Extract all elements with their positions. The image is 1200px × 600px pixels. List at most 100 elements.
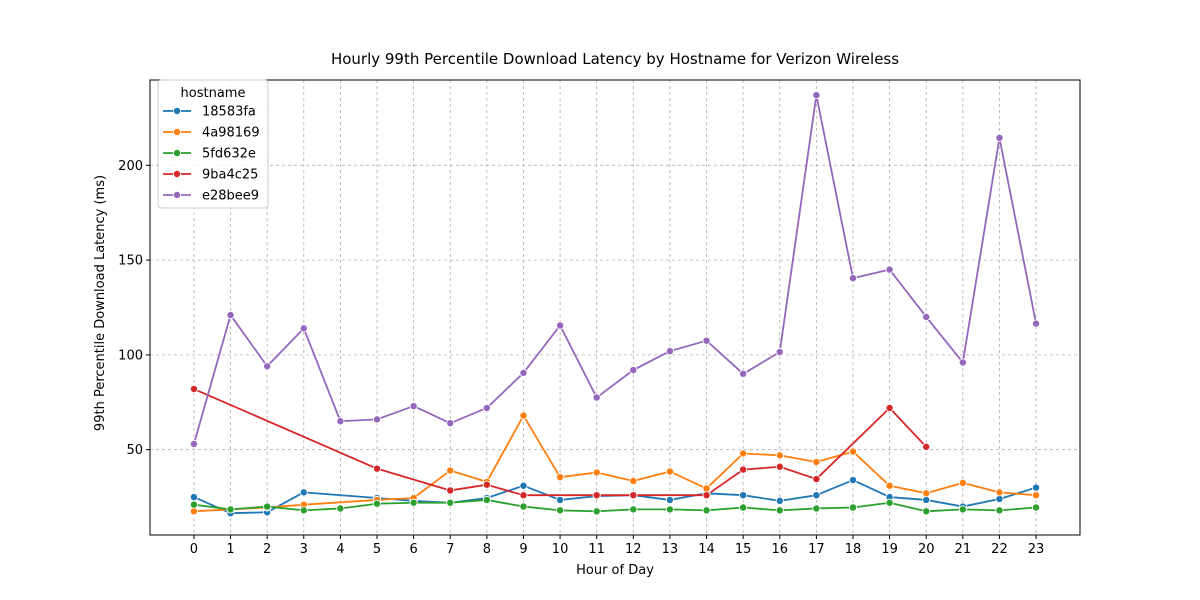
x-tick-label: 19 (881, 542, 898, 557)
legend-box (157, 79, 269, 209)
data-point-5fd632e (1032, 503, 1041, 512)
legend-marker-18583fa (172, 107, 181, 116)
data-point-18583fa (739, 491, 748, 500)
data-point-4a98169 (592, 468, 601, 477)
x-tick-label: 9 (519, 542, 527, 557)
data-point-4a98169 (958, 478, 967, 487)
series-markers (189, 91, 1041, 518)
y-tick-label: 200 (118, 159, 143, 174)
data-point-5fd632e (885, 498, 894, 507)
data-point-e28bee9 (592, 393, 601, 402)
x-tick-label: 18 (845, 542, 862, 557)
x-tick-label: 14 (698, 542, 715, 557)
data-point-9ba4c25 (885, 403, 894, 412)
x-tick-label: 8 (483, 542, 491, 557)
x-tick-label: 7 (446, 542, 454, 557)
data-point-9ba4c25 (373, 464, 382, 473)
x-axis-label: Hour of Day (576, 563, 654, 578)
data-point-e28bee9 (958, 358, 967, 367)
legend-label-18583fa: 18583fa (202, 105, 256, 120)
data-point-5fd632e (629, 505, 638, 514)
data-point-9ba4c25 (629, 491, 638, 500)
series-line-e28bee9 (193, 94, 1037, 445)
x-tick-label: 4 (336, 542, 344, 557)
data-point-5fd632e (592, 507, 601, 516)
data-point-e28bee9 (739, 369, 748, 378)
data-point-5fd632e (848, 503, 857, 512)
data-point-e28bee9 (995, 133, 1004, 142)
plot-frame (149, 79, 1081, 536)
x-axis-ticks: 0 1 2 3 4 5 6 7 8 9 10 11 12 13 14 15 16 17 18 19 20 21 22 23 (190, 535, 1045, 557)
data-point-e28bee9 (336, 417, 345, 426)
data-point-9ba4c25 (922, 442, 931, 451)
y-axis-label: 99th Percentile Download Latency (ms) (93, 175, 108, 431)
data-point-4a98169 (519, 411, 528, 420)
data-point-4a98169 (848, 447, 857, 456)
data-point-9ba4c25 (702, 491, 711, 500)
data-point-4a98169 (446, 466, 455, 475)
data-point-5fd632e (189, 500, 198, 509)
data-point-9ba4c25 (812, 475, 821, 484)
grid-lines (150, 80, 1080, 535)
legend-label-9ba4c25: 9ba4c25 (202, 168, 258, 183)
data-point-5fd632e (519, 502, 528, 511)
legend-marker-e28bee9 (172, 190, 181, 199)
legend-marker-9ba4c25 (172, 169, 181, 178)
x-tick-label: 17 (808, 542, 825, 557)
legend-items: 18583fa 4a98169 5fd632e 9ba4c25 e28bee9 (163, 105, 260, 204)
data-point-e28bee9 (556, 321, 565, 330)
data-point-18583fa (1032, 483, 1041, 492)
legend-label-e28bee9: e28bee9 (202, 189, 259, 204)
legend-label-4a98169: 4a98169 (202, 126, 260, 141)
x-tick-label: 13 (662, 542, 679, 557)
legend: hostname 18583fa 4a98169 5fd632e 9ba4c25 e28… (157, 79, 269, 209)
data-point-4a98169 (189, 507, 198, 516)
x-tick-label: 6 (409, 542, 417, 557)
data-point-4a98169 (665, 467, 674, 476)
data-point-18583fa (812, 491, 821, 500)
data-point-18583fa (519, 481, 528, 490)
data-point-9ba4c25 (482, 480, 491, 489)
y-tick-label: 100 (118, 348, 143, 363)
data-point-e28bee9 (373, 415, 382, 424)
data-point-18583fa (995, 494, 1004, 503)
data-point-18583fa (189, 493, 198, 502)
legend-title: hostname (181, 86, 246, 101)
data-point-4a98169 (922, 489, 931, 498)
data-point-e28bee9 (482, 403, 491, 412)
data-point-4a98169 (995, 488, 1004, 497)
data-point-18583fa (556, 495, 565, 504)
data-point-4a98169 (775, 451, 784, 460)
x-tick-label: 15 (735, 542, 752, 557)
legend-label-5fd632e: 5fd632e (202, 147, 256, 162)
data-point-e28bee9 (1032, 319, 1041, 328)
data-point-4a98169 (702, 484, 711, 493)
data-point-e28bee9 (409, 402, 418, 411)
data-point-e28bee9 (812, 91, 821, 100)
data-point-9ba4c25 (189, 385, 198, 394)
x-tick-label: 11 (588, 542, 605, 557)
data-point-4a98169 (739, 449, 748, 458)
data-point-9ba4c25 (739, 465, 748, 474)
data-point-5fd632e (446, 498, 455, 507)
data-point-4a98169 (556, 473, 565, 482)
data-point-5fd632e (665, 505, 674, 514)
data-point-5fd632e (775, 506, 784, 515)
x-tick-label: 5 (373, 542, 381, 557)
x-tick-label: 2 (263, 542, 271, 557)
data-point-5fd632e (336, 504, 345, 513)
data-point-5fd632e (482, 495, 491, 504)
data-point-e28bee9 (702, 336, 711, 345)
data-point-18583fa (848, 476, 857, 485)
x-tick-label: 23 (1028, 542, 1045, 557)
data-point-5fd632e (958, 505, 967, 514)
data-point-e28bee9 (226, 311, 235, 320)
data-point-e28bee9 (629, 366, 638, 375)
data-point-5fd632e (812, 504, 821, 513)
data-point-5fd632e (702, 506, 711, 515)
data-point-e28bee9 (519, 368, 528, 377)
data-point-5fd632e (556, 506, 565, 515)
data-point-e28bee9 (446, 419, 455, 428)
data-point-e28bee9 (299, 324, 308, 333)
